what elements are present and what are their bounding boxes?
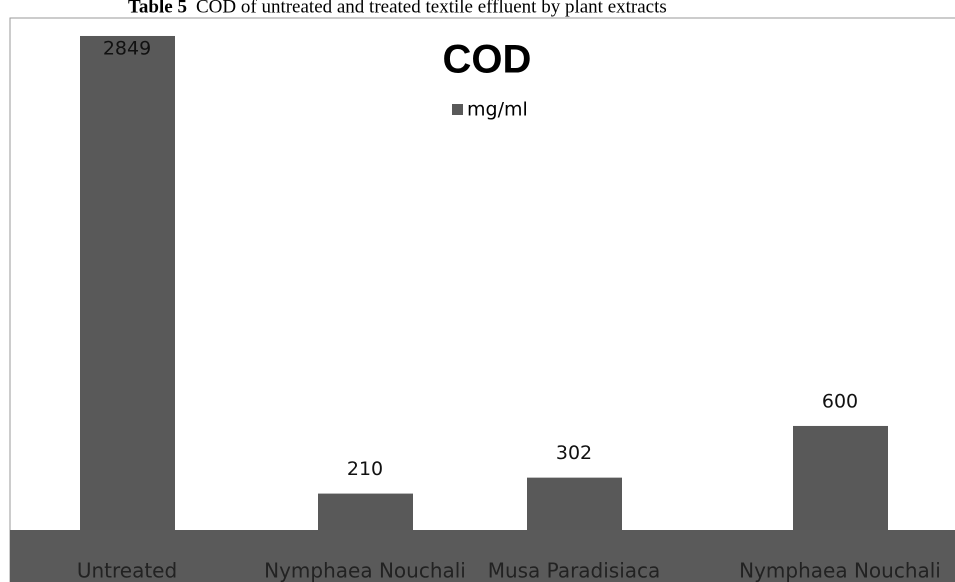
caption: COD of untreated and treated textile eff… (196, 0, 667, 17)
bar (527, 477, 622, 530)
data-label: 210 (347, 458, 383, 480)
data-label: 600 (822, 390, 858, 412)
bar (793, 425, 888, 530)
data-label: 2849 (103, 37, 151, 59)
chart-title: COD (443, 38, 532, 82)
x-tick-label: Untreated (77, 559, 177, 582)
bar (318, 493, 413, 530)
bar (80, 35, 175, 530)
x-tick-label: Nymphaea Nouchali (739, 559, 941, 582)
category-axis-band (10, 530, 955, 582)
data-label: 302 (556, 442, 592, 464)
caption-label: Table 5 (128, 0, 187, 17)
legend-swatch (452, 104, 463, 115)
x-tick-label: Nymphaea Nouchali (264, 559, 466, 582)
legend-label: mg/ml (467, 99, 528, 121)
x-tick-label: Musa Paradisiaca (488, 559, 661, 582)
